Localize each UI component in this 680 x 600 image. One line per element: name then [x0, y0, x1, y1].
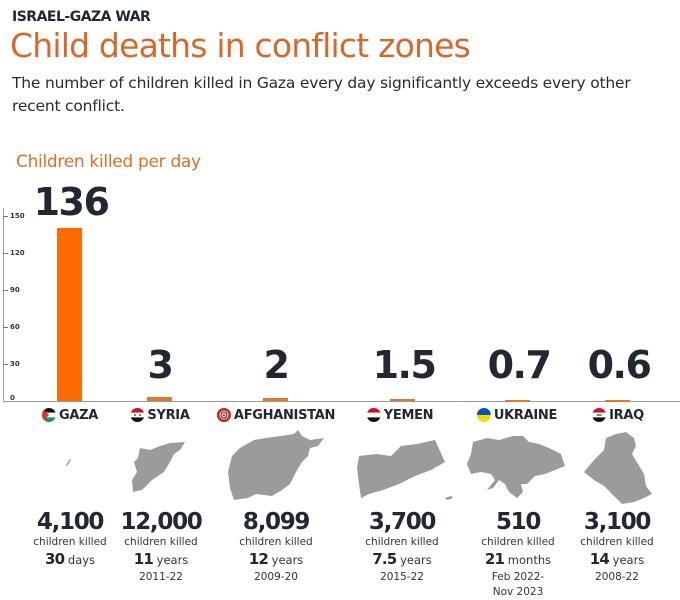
period: 2011-22	[139, 571, 183, 583]
stat-yemen: 3,700 children killed 7.5 years 2015-22	[342, 508, 462, 585]
children-killed-count: 510	[495, 509, 541, 535]
tick	[3, 327, 8, 328]
country-name: GAZA	[58, 407, 99, 423]
duration-unit: years	[400, 553, 432, 567]
value-label-iraq: 0.6	[587, 343, 652, 387]
value-label-afghanistan: 2	[263, 343, 290, 387]
afghanistan-flag-icon	[216, 408, 231, 422]
tick	[3, 253, 8, 254]
ukraine-flag-icon	[476, 408, 491, 422]
country-label-gaza: GAZA	[41, 406, 99, 424]
bar-gaza	[57, 228, 82, 401]
children-killed-label: children killed	[33, 536, 107, 548]
country-label-afghanistan: AFGHANISTAN	[216, 406, 336, 424]
bar-ukraine	[505, 400, 530, 402]
syria-flag-icon	[130, 408, 145, 422]
tick-label: 150	[10, 212, 25, 220]
duration-number: 11	[133, 550, 154, 568]
duration: 7.5 years	[342, 549, 462, 570]
duration-unit: years	[156, 553, 189, 567]
tick-label: 0	[10, 394, 15, 402]
duration: 30 days	[10, 549, 130, 570]
value-label-yemen: 1.5	[372, 343, 437, 387]
duration: 11 years	[101, 549, 221, 570]
duration-unit: months	[507, 553, 552, 567]
children-killed-label: children killed	[580, 536, 654, 548]
period-continued: Nov 2023	[492, 586, 544, 598]
children-killed-count: 4,100	[36, 509, 105, 535]
children-killed-count: 12,000	[120, 509, 203, 535]
children-killed-label: children killed	[365, 536, 439, 548]
children-killed-count: 3,100	[583, 509, 652, 535]
children-killed-label: children killed	[481, 536, 555, 548]
gaza-map-icon	[66, 459, 71, 466]
tick-label: 60	[10, 323, 20, 331]
y-axis	[3, 208, 4, 402]
tick-label: 30	[10, 360, 20, 368]
tick	[3, 216, 8, 217]
palestine-flag-icon	[41, 408, 56, 422]
country-label-syria: SYRIA	[130, 406, 190, 424]
bar-syria	[147, 397, 172, 401]
kicker: ISRAEL-GAZA WAR	[12, 9, 151, 25]
subtitle: The number of children killed in Gaza ev…	[12, 74, 631, 115]
period: Feb 2022-	[491, 571, 545, 583]
country-label-yemen: YEMEN	[366, 406, 434, 424]
stat-syria: 12,000 children killed 11 years 2011-22	[101, 508, 221, 585]
country-name: YEMEN	[383, 407, 434, 423]
duration-unit: years	[612, 553, 645, 567]
x-axis	[3, 401, 680, 402]
children-killed-label: children killed	[239, 536, 313, 548]
children-killed-label: children killed	[124, 536, 198, 548]
value-label-ukraine: 0.7	[487, 343, 552, 387]
country-name: IRAQ	[609, 407, 644, 423]
country-label-ukraine: UKRAINE	[476, 406, 558, 424]
afghanistan-map-icon	[228, 430, 324, 500]
period: 2009-20	[254, 571, 298, 583]
duration-number: 14	[589, 550, 610, 568]
period: 2008-22	[595, 571, 639, 583]
syria-map-icon	[132, 442, 185, 492]
bar-iraq	[605, 400, 630, 402]
duration: 12 years	[216, 549, 336, 570]
period: 2015-22	[380, 571, 424, 583]
duration-number: 21	[484, 550, 505, 568]
duration: 14 years	[557, 549, 677, 570]
page-title: Child deaths in conflict zones	[10, 26, 471, 65]
duration-unit: days	[67, 553, 96, 567]
tick	[3, 364, 8, 365]
tick-label: 90	[10, 286, 20, 294]
duration-number: 7.5	[372, 550, 397, 568]
yemen-map-icon	[357, 440, 453, 500]
country-label-iraq: IRAQ	[592, 406, 644, 424]
bar-afghanistan	[263, 398, 288, 401]
chart-label: Children killed per day	[16, 152, 201, 172]
stat-iraq: 3,100 children killed 14 years 2008-22	[557, 508, 677, 585]
country-name: UKRAINE	[493, 407, 558, 423]
children-killed-count: 3,700	[368, 509, 437, 535]
duration-number: 30	[44, 550, 65, 568]
ukraine-map-icon	[467, 436, 565, 498]
value-label-syria: 3	[147, 343, 174, 387]
yemen-flag-icon	[366, 408, 381, 422]
duration-unit: years	[271, 553, 304, 567]
iraq-map-icon	[584, 432, 652, 504]
country-name: SYRIA	[147, 407, 190, 423]
country-name: AFGHANISTAN	[233, 407, 336, 423]
tick-label: 120	[10, 249, 25, 257]
duration-number: 12	[248, 550, 269, 568]
stat-gaza: 4,100 children killed 30 days	[10, 508, 130, 570]
bar-yemen	[390, 399, 415, 401]
iraq-flag-icon	[592, 408, 607, 422]
stat-afghanistan: 8,099 children killed 12 years 2009-20	[216, 508, 336, 585]
children-killed-count: 8,099	[242, 509, 311, 535]
tick	[3, 290, 8, 291]
duration: 21 months	[458, 549, 578, 570]
stat-ukraine: 510 children killed 21 months Feb 2022- …	[458, 508, 578, 600]
value-label-gaza: 136	[33, 180, 110, 224]
